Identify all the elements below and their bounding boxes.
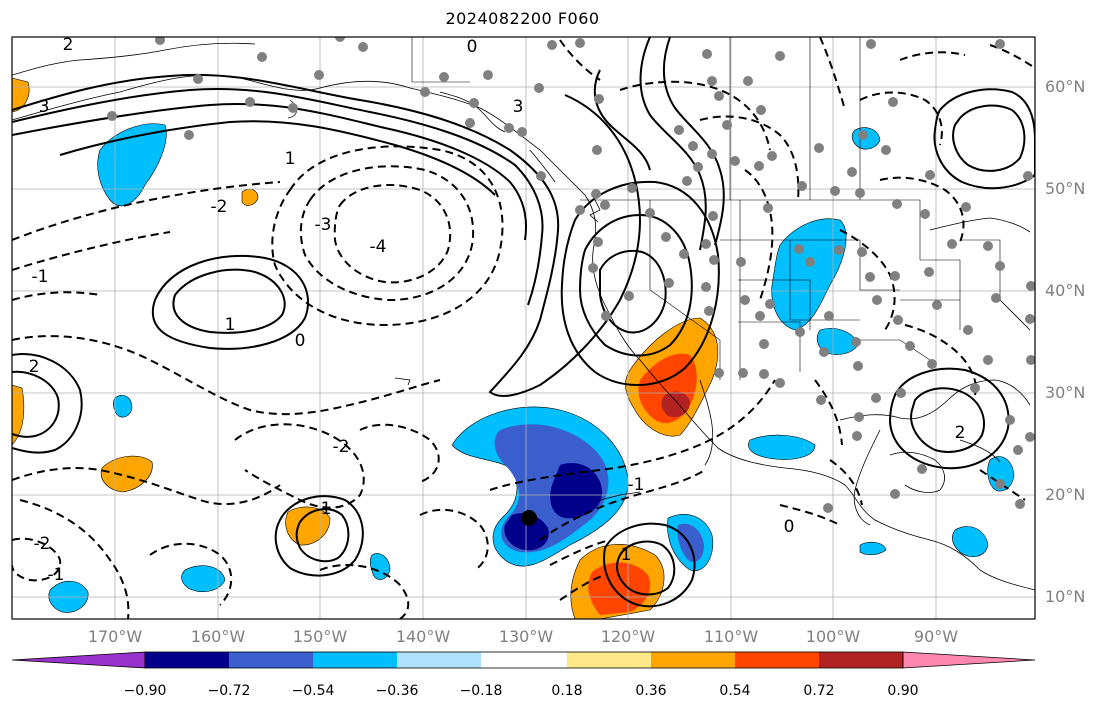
negative-region-plains bbox=[771, 218, 847, 331]
state-borders bbox=[411, 37, 1001, 380]
cyclone-center-marker bbox=[521, 510, 537, 526]
colorbar-segment bbox=[735, 652, 819, 668]
lon-label: 120°W bbox=[600, 627, 656, 646]
lon-label: 160°W bbox=[190, 627, 246, 646]
lat-label: 20°N bbox=[1045, 485, 1086, 504]
contour-label: -1 bbox=[32, 267, 49, 287]
colorbar-segment bbox=[819, 652, 903, 668]
colorbar-tick-label: 0.36 bbox=[635, 683, 667, 699]
colorbar-tick-label: 0.72 bbox=[803, 683, 835, 699]
contour-label: -2 bbox=[211, 197, 228, 217]
negative-region-max bbox=[550, 462, 603, 519]
colorbar-tick-label: −0.54 bbox=[291, 683, 335, 699]
lat-label: 30°N bbox=[1045, 383, 1086, 402]
lon-label: 170°W bbox=[87, 627, 143, 646]
lat-label: 40°N bbox=[1045, 281, 1086, 300]
positive-region-south-core bbox=[588, 562, 651, 615]
lon-label: 150°W bbox=[292, 627, 348, 646]
contour-label: 1 bbox=[285, 149, 296, 169]
contours bbox=[12, 37, 1035, 619]
colorbar-tick-label: 0.54 bbox=[719, 683, 751, 699]
colorbar bbox=[11, 651, 1036, 669]
positive-region-west bbox=[100, 455, 153, 493]
coastlines bbox=[12, 42, 1035, 591]
positive-region-baja-max bbox=[661, 391, 690, 418]
shaded-field bbox=[12, 77, 1015, 619]
colorbar-tick-label: −0.36 bbox=[375, 683, 419, 699]
map-title: 2024082200 F060 bbox=[445, 9, 600, 28]
contour-label: 0 bbox=[295, 331, 306, 351]
contour-label-group: 2 0 3 -2 -1 1 -3 -4 0 1 2 3 1 -1 -2 0 -1… bbox=[29, 35, 966, 585]
contour-label: 2 bbox=[63, 35, 74, 55]
contour-label: 2 bbox=[955, 423, 966, 443]
colorbar-segment bbox=[481, 652, 567, 668]
lat-label: 60°N bbox=[1045, 77, 1086, 96]
lon-label: 140°W bbox=[395, 627, 451, 646]
lon-label: 90°W bbox=[913, 627, 959, 646]
colorbar-tick-label: −0.18 bbox=[459, 683, 503, 699]
contour-label: -2 bbox=[333, 437, 350, 457]
contour-label: 1 bbox=[321, 499, 332, 519]
colorbar-segment bbox=[397, 652, 481, 668]
colorbar-segment bbox=[145, 652, 229, 668]
map-frame bbox=[11, 36, 1036, 620]
colorbar-segment bbox=[11, 651, 146, 669]
contour-label: -3 bbox=[315, 215, 332, 235]
colorbar-segment bbox=[313, 652, 397, 668]
contour-label: -1 bbox=[48, 565, 65, 585]
colorbar-tick-label: −0.72 bbox=[207, 683, 251, 699]
lon-label: 130°W bbox=[498, 627, 554, 646]
colorbar-segment bbox=[229, 652, 313, 668]
colorbar-tick-label: 0.90 bbox=[887, 683, 919, 699]
contour-label: 3 bbox=[39, 97, 50, 117]
contour-label: 1 bbox=[225, 315, 236, 335]
lat-label: 10°N bbox=[1045, 587, 1086, 606]
contour-label: 0 bbox=[467, 37, 478, 57]
contour-label: -1 bbox=[628, 475, 645, 495]
lon-label: 100°W bbox=[805, 627, 861, 646]
station-markers bbox=[107, 37, 1035, 513]
contour-label: 0 bbox=[784, 517, 795, 537]
contour-label: -4 bbox=[370, 237, 387, 257]
lat-label: 50°N bbox=[1045, 179, 1086, 198]
contour-label: -2 bbox=[34, 534, 51, 554]
colorbar-segment bbox=[567, 652, 651, 668]
negative-region-max-2 bbox=[504, 513, 549, 551]
contour-label: 1 bbox=[621, 545, 632, 565]
contour-label: 2 bbox=[29, 357, 40, 377]
colorbar-tick-label: 0.18 bbox=[551, 683, 583, 699]
colorbar-tick-label: −0.90 bbox=[123, 683, 167, 699]
colorbar-segment bbox=[902, 651, 1036, 669]
lon-label: 110°W bbox=[703, 627, 759, 646]
contour-label: 3 bbox=[513, 97, 524, 117]
colorbar-segment bbox=[651, 652, 735, 668]
